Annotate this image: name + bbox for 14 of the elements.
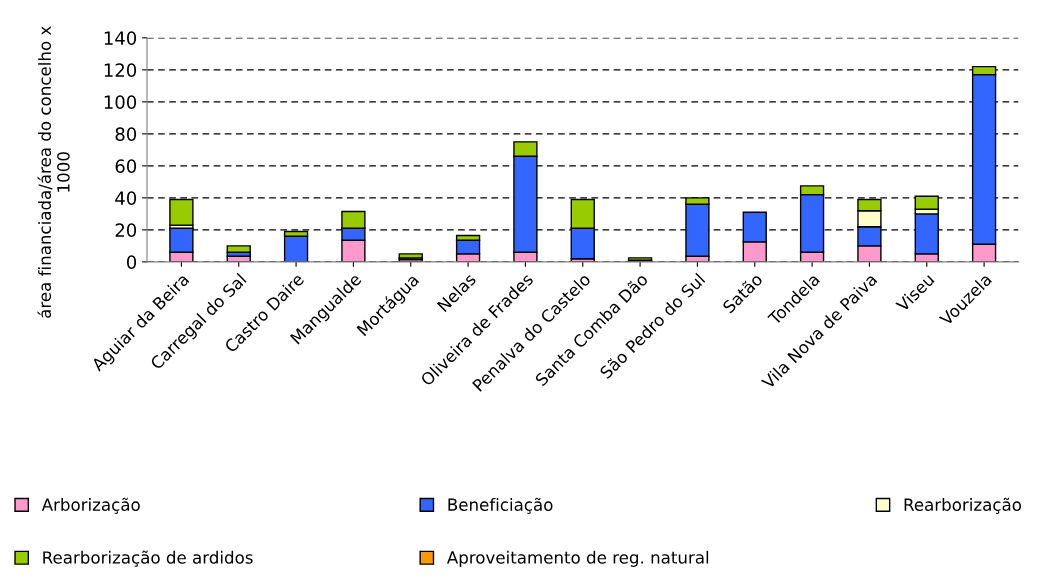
y-tick-label: 80 — [115, 127, 137, 141]
y-tick-label: 40 — [115, 191, 137, 205]
y-tick-label: 20 — [115, 223, 137, 238]
y-tick-label: 0 — [126, 255, 137, 270]
y-tick-label: 120 — [104, 63, 137, 77]
legend-label: Aproveitamento de reg. natural — [446, 550, 709, 567]
legend-label: Arborização — [41, 497, 140, 514]
legend-label: Beneficiação — [448, 497, 553, 514]
y-tick-label: 140 — [104, 31, 137, 45]
legend-label: Rearborização de ardidos — [43, 550, 253, 567]
legend-label: Rearborização — [904, 497, 1022, 514]
y-tick-label: 100 — [104, 95, 137, 109]
y-tick-label: 60 — [115, 159, 137, 173]
y-axis-title: área financiada/área do concelho x 1000 — [37, 26, 70, 318]
